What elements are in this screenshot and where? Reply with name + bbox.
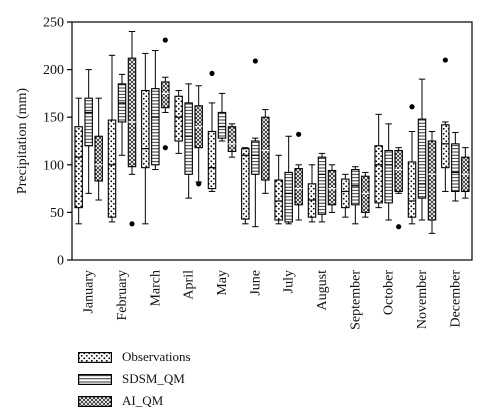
- y-tick-label: 100: [43, 158, 64, 173]
- box-ai-qm: [394, 149, 403, 193]
- x-tick-label-september: September: [348, 270, 363, 330]
- outlier-point-ai-qm: [162, 37, 168, 43]
- box-ai-qm: [127, 57, 137, 168]
- y-tick-label: 250: [43, 16, 64, 31]
- legend-item-observations: Observations: [78, 346, 191, 368]
- legend: Observations SDSM_QM AI_QM: [78, 346, 191, 412]
- x-tick-label-may: May: [215, 270, 230, 296]
- x-tick-label-february: February: [115, 270, 130, 321]
- box-ai-qm: [94, 135, 103, 182]
- outlier-point-observations: [442, 57, 448, 63]
- x-tick-label-march: March: [148, 270, 163, 307]
- box-group-march: [141, 37, 170, 225]
- outlier-point-observations: [409, 104, 415, 110]
- legend-label-ai-qm: AI_QM: [122, 393, 164, 408]
- box-ai-qm: [294, 168, 303, 206]
- y-axis: 0 50 100 150 200 250: [43, 16, 72, 269]
- y-tick-label: 0: [57, 254, 64, 269]
- box-sdsm-qm: [317, 156, 327, 215]
- box-group-january: [74, 69, 103, 225]
- legend-swatch-lines: [78, 373, 112, 385]
- x-tick-label-january: January: [82, 270, 97, 314]
- outlier-point-ai-qm: [396, 224, 402, 230]
- legend-item-ai-qm: AI_QM: [78, 390, 191, 412]
- box-observations: [241, 148, 250, 220]
- box-sdsm-qm: [184, 102, 193, 175]
- box-observations: [374, 145, 383, 204]
- box-sdsm-qm: [217, 111, 227, 139]
- box-group-april: [174, 83, 203, 199]
- box-sdsm-qm: [417, 118, 427, 199]
- box-ai-qm: [227, 126, 237, 153]
- box-group-november: [407, 78, 437, 234]
- box-ai-qm: [361, 175, 370, 213]
- box-group-december: [441, 57, 470, 202]
- box-sdsm-qm: [151, 88, 160, 166]
- box-observations: [274, 179, 283, 221]
- y-tick-label: 200: [43, 63, 64, 78]
- box-group-february: [107, 31, 137, 227]
- outlier-point-sdsm-qm: [252, 58, 258, 64]
- x-tick-label-april: April: [182, 270, 197, 300]
- x-tick-label-august: August: [315, 270, 330, 311]
- box-ai-qm: [261, 116, 270, 181]
- outlier-point-ai-qm: [129, 221, 135, 227]
- x-tick-label-july: July: [282, 270, 297, 293]
- box-group-october: [374, 113, 403, 230]
- box-observations: [141, 89, 150, 169]
- box-observations: [341, 178, 350, 209]
- y-axis-title: Precipitation (mm): [15, 88, 30, 194]
- outlier-point-ai-qm: [162, 145, 168, 151]
- box-group-september: [341, 166, 370, 225]
- box-observations: [207, 130, 217, 190]
- legend-item-sdsm-qm: SDSM_QM: [78, 368, 191, 390]
- legend-swatch-crosshatch: [78, 395, 112, 407]
- box-group-july: [274, 131, 303, 225]
- box-observations: [441, 124, 450, 169]
- legend-swatch-dots: [78, 351, 112, 363]
- y-tick-label: 50: [50, 206, 64, 221]
- box-ai-qm: [161, 81, 170, 109]
- outlier-point-ai-qm: [296, 131, 302, 137]
- box-ai-qm: [327, 169, 337, 206]
- box-sdsm-qm: [384, 149, 393, 204]
- box-observations: [107, 119, 117, 218]
- box-sdsm-qm: [284, 171, 293, 223]
- outlier-point-observations: [209, 70, 215, 77]
- box-group-august: [307, 152, 337, 223]
- box-group-june: [241, 58, 270, 228]
- box-ai-qm: [427, 140, 437, 221]
- legend-label-sdsm-qm: SDSM_QM: [122, 371, 185, 386]
- box-sdsm-qm: [451, 143, 460, 193]
- box-groups: [74, 31, 470, 234]
- box-observations: [407, 161, 417, 218]
- legend-label-observations: Observations: [122, 349, 191, 364]
- box-sdsm-qm: [84, 97, 93, 147]
- x-tick-label-june: June: [248, 270, 263, 296]
- x-tick-label-november: November: [415, 270, 430, 329]
- box-observations: [174, 95, 183, 142]
- box-observations: [74, 126, 83, 209]
- outlier-point-ai-qm: [196, 181, 202, 187]
- plot-frame: [71, 21, 473, 261]
- x-axis-labels: January February March April May June July Augu…: [82, 270, 464, 330]
- box-sdsm-qm: [251, 140, 260, 175]
- box-sdsm-qm: [351, 169, 360, 206]
- y-tick-label: 150: [43, 111, 64, 126]
- x-tick-label-december: December: [448, 270, 463, 328]
- x-tick-label-october: October: [382, 270, 397, 315]
- box-group-may: [207, 70, 237, 192]
